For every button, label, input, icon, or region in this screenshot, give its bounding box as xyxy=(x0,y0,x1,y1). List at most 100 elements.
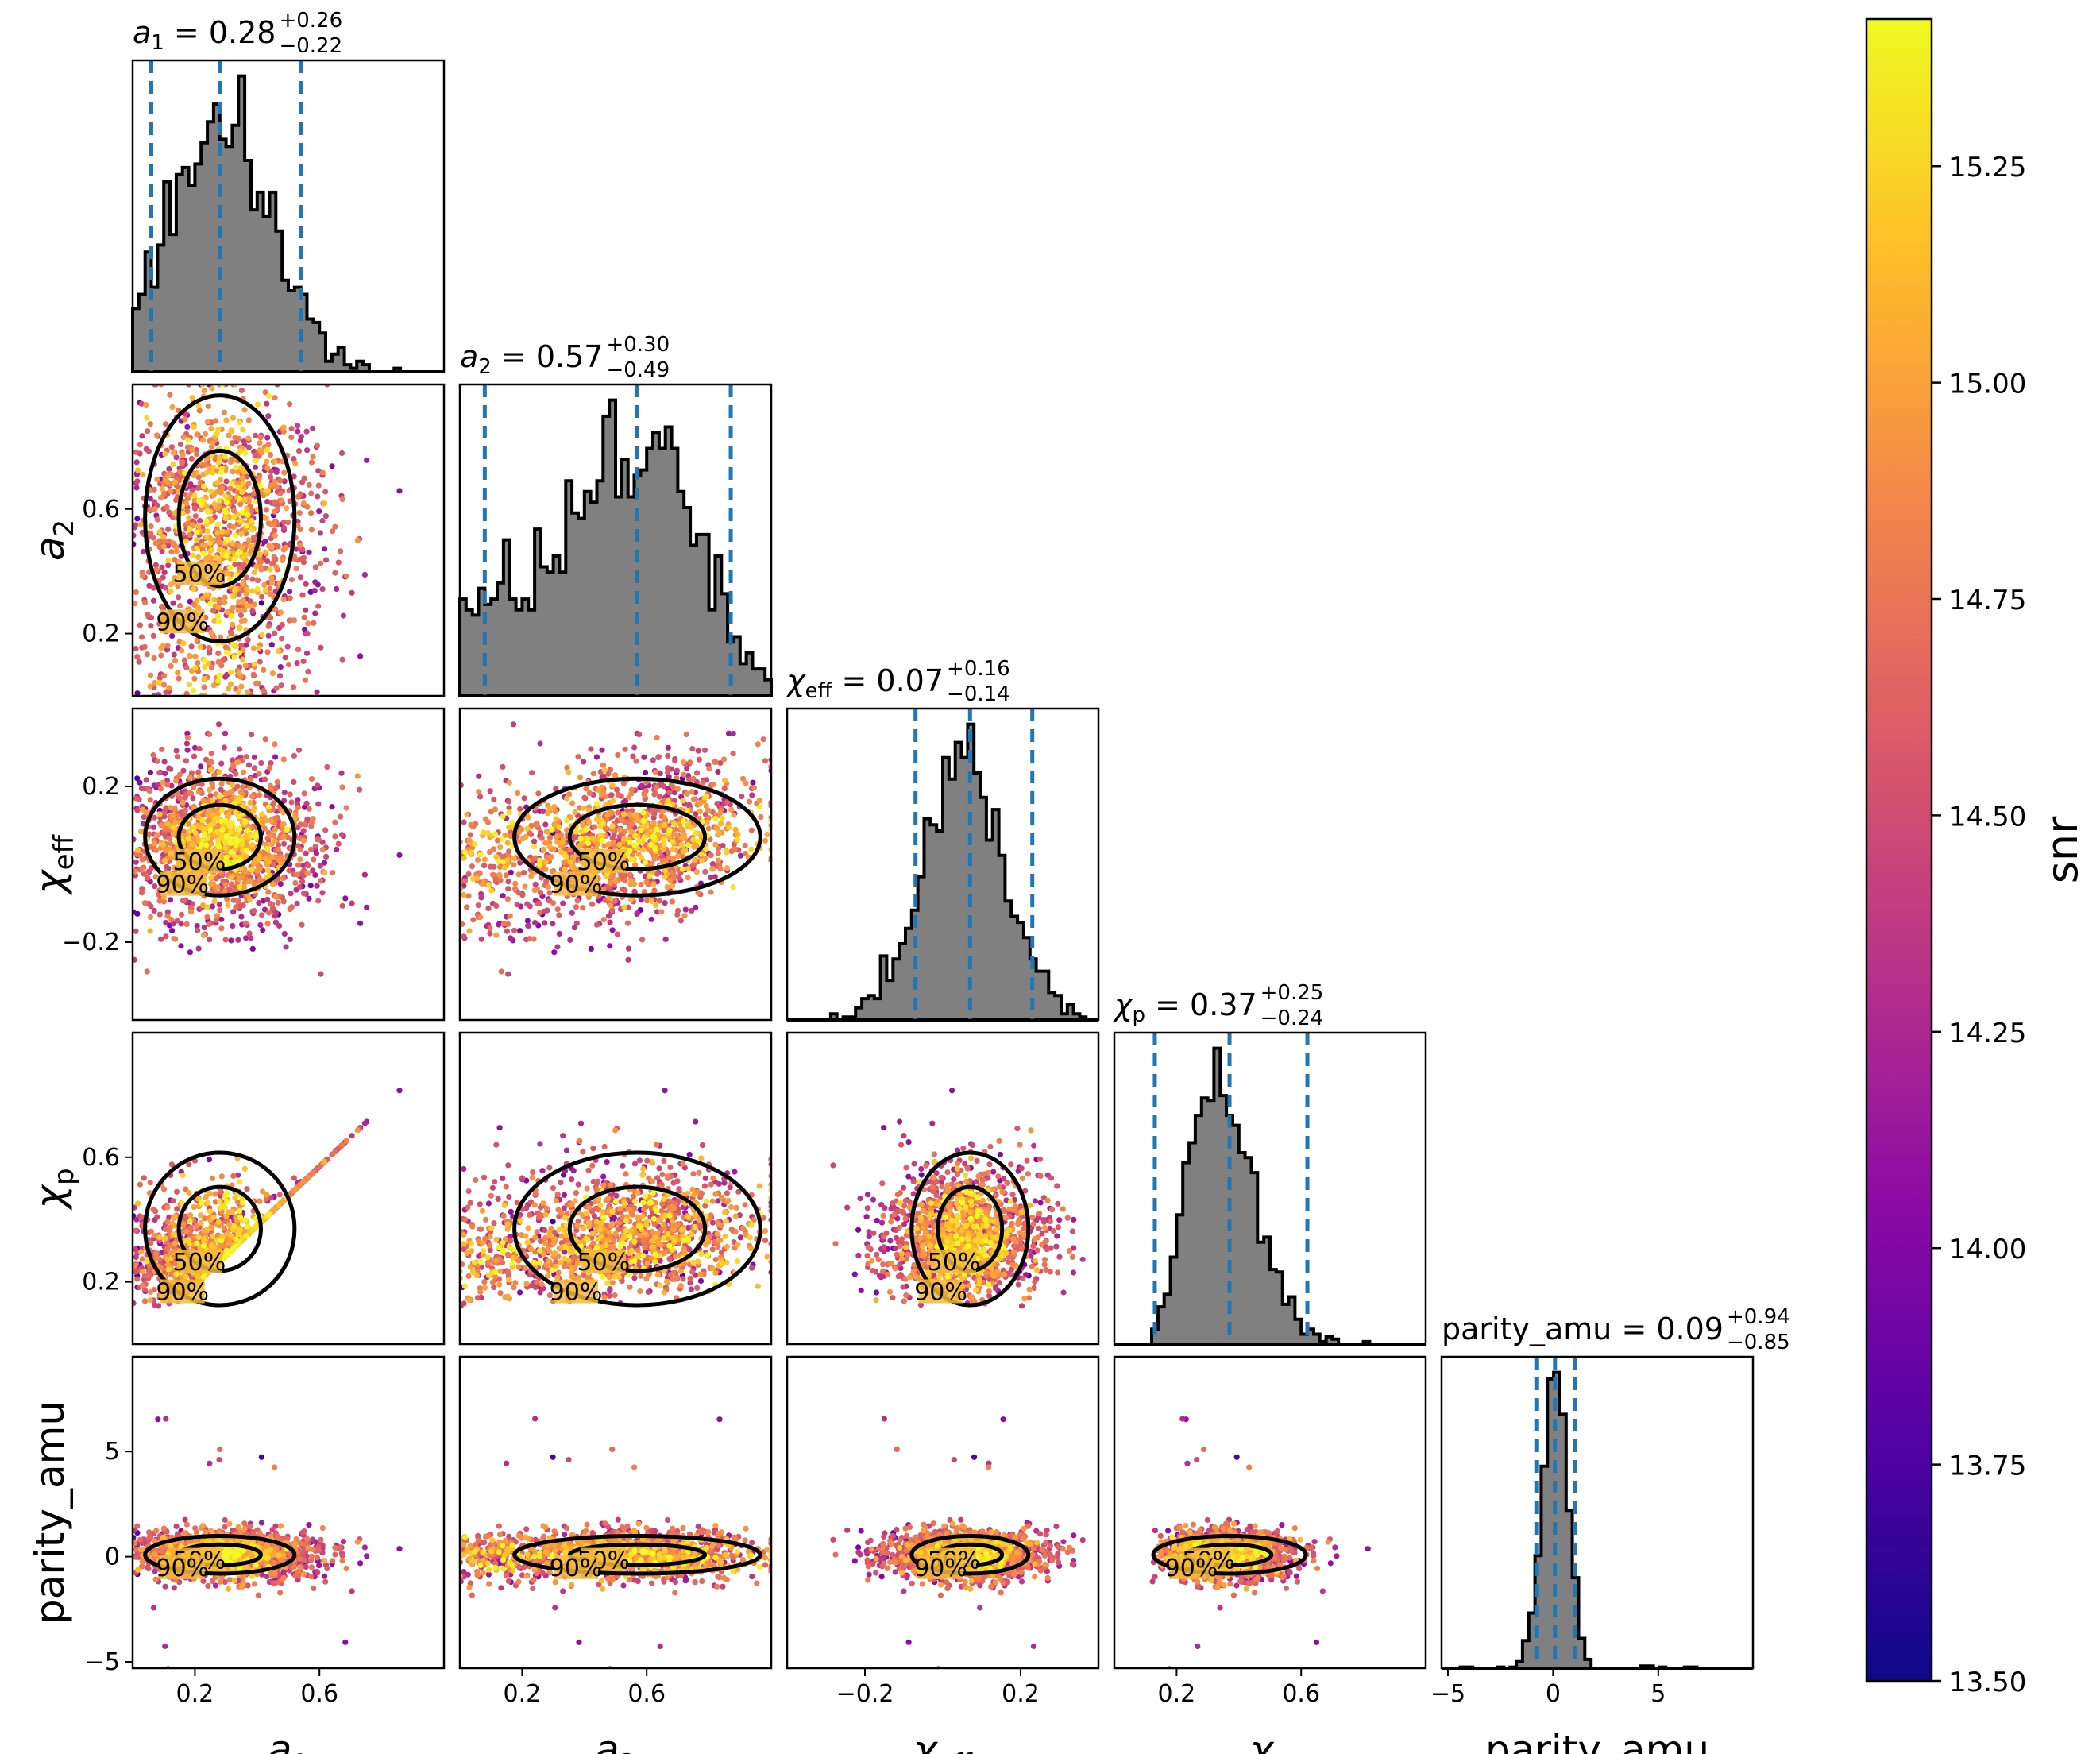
sample-point xyxy=(589,901,596,907)
sample-point xyxy=(633,758,639,764)
sample-point xyxy=(608,792,614,799)
sample-point xyxy=(312,871,318,879)
sample-point xyxy=(280,898,287,905)
sample-point xyxy=(524,901,531,907)
sample-point xyxy=(583,826,589,833)
sample-point xyxy=(485,882,492,888)
sample-point xyxy=(622,829,628,835)
sample-point xyxy=(747,798,753,805)
sample-point xyxy=(192,829,199,836)
sample-point xyxy=(322,513,329,520)
sample-point xyxy=(524,825,531,832)
sample-point xyxy=(236,670,242,676)
sample-point xyxy=(488,863,494,870)
sample-point xyxy=(141,900,149,906)
sample-point xyxy=(628,829,635,835)
sample-point xyxy=(214,480,220,486)
sample-point xyxy=(586,790,593,797)
sample-point xyxy=(612,879,619,885)
sample-point xyxy=(273,685,280,691)
sample-point xyxy=(299,879,306,885)
sample-point xyxy=(357,786,363,793)
sample-point xyxy=(216,454,222,462)
sample-point xyxy=(243,642,249,648)
sample-point xyxy=(681,771,687,778)
sample-point xyxy=(228,427,234,434)
sample-point xyxy=(263,515,269,521)
sample-point xyxy=(661,814,668,821)
sample-point xyxy=(184,747,191,753)
sample-point xyxy=(203,431,209,438)
sample-point xyxy=(275,842,282,848)
sample-point xyxy=(662,867,669,874)
sample-point xyxy=(191,423,197,431)
sample-point xyxy=(156,770,163,776)
sample-point xyxy=(161,809,168,815)
sample-point xyxy=(311,620,317,626)
sample-point xyxy=(279,636,285,642)
sample-point xyxy=(258,759,264,767)
sample-point xyxy=(241,607,248,613)
sample-point xyxy=(265,632,272,639)
sample-point xyxy=(184,496,191,502)
sample-point xyxy=(241,868,248,875)
sample-point xyxy=(281,525,288,531)
sample-point xyxy=(240,656,246,663)
sample-point xyxy=(721,777,728,783)
sample-point xyxy=(568,863,575,870)
sample-point xyxy=(323,557,330,563)
sample-point xyxy=(174,1206,180,1212)
sample-point xyxy=(281,790,288,796)
sample-point xyxy=(201,657,208,663)
sample-point xyxy=(650,757,656,763)
sample-point xyxy=(185,836,191,842)
sample-point xyxy=(287,791,293,798)
sample-point xyxy=(303,650,311,656)
sample-point xyxy=(187,775,193,781)
sample-point xyxy=(305,620,311,627)
sample-point xyxy=(216,769,222,775)
sample-point xyxy=(150,1207,156,1213)
sample-point xyxy=(261,666,267,674)
sample-point xyxy=(635,910,641,917)
sample-point xyxy=(239,545,245,551)
sample-point xyxy=(665,849,671,856)
sample-point xyxy=(542,920,548,926)
sample-point xyxy=(272,826,278,833)
sample-point xyxy=(560,900,566,906)
sample-point xyxy=(602,825,608,831)
sample-point xyxy=(207,767,214,774)
sample-point xyxy=(552,809,558,815)
sample-point xyxy=(361,1120,368,1126)
sample-point xyxy=(665,798,671,805)
sample-point xyxy=(631,744,638,751)
sample-point xyxy=(184,423,191,431)
sample-point xyxy=(165,557,172,564)
sample-point xyxy=(756,804,763,810)
contour-label: 50% xyxy=(173,848,226,876)
sample-point xyxy=(253,432,259,439)
sample-point xyxy=(476,789,482,795)
contour-50-percent xyxy=(176,448,263,589)
sample-point xyxy=(236,650,242,656)
sample-point xyxy=(256,645,262,651)
sample-point xyxy=(628,856,635,863)
sample-point xyxy=(650,881,657,887)
sample-point xyxy=(152,840,158,847)
sample-point xyxy=(154,1214,160,1220)
sample-point xyxy=(172,510,178,516)
sample-point xyxy=(268,1195,274,1201)
sample-point xyxy=(233,771,239,777)
sample-point xyxy=(249,576,256,582)
sample-point xyxy=(288,426,295,432)
sample-point xyxy=(207,937,213,943)
sample-point xyxy=(160,533,167,539)
sample-point xyxy=(609,823,616,829)
sample-point xyxy=(652,769,659,775)
sample-point xyxy=(222,888,228,894)
sample-point xyxy=(508,869,514,875)
sample-point xyxy=(357,653,364,659)
sample-point xyxy=(240,581,246,588)
sample-point xyxy=(280,798,288,804)
sample-point xyxy=(254,585,261,593)
